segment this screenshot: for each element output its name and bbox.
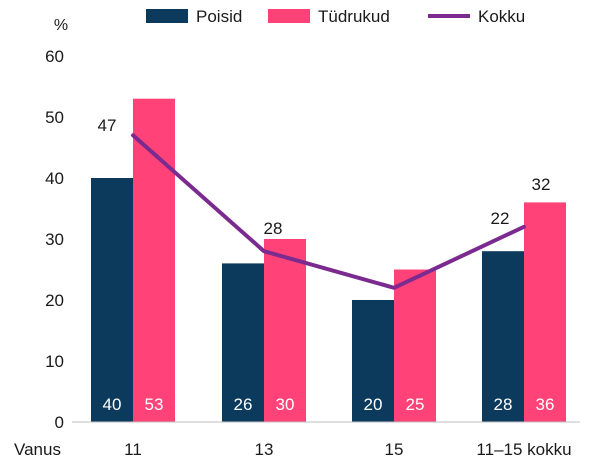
bar-tüdrukud — [524, 202, 566, 422]
y-axis-unit-label: % — [54, 17, 68, 34]
y-tick-label: 40 — [45, 169, 64, 188]
legend-label-kokku: Kokku — [478, 7, 525, 26]
x-axis-label: Vanus — [14, 440, 61, 459]
bar-value-label: 20 — [364, 395, 383, 414]
x-tick-label: 11–15 kokku — [476, 440, 571, 459]
bar-value-label: 25 — [406, 395, 425, 414]
bar-value-label: 40 — [103, 395, 122, 414]
y-axis-ticks: 0 10 20 30 40 50 60 — [45, 47, 64, 432]
y-tick-label: 30 — [45, 230, 64, 249]
bar-value-label: 26 — [234, 395, 253, 414]
y-tick-label: 60 — [45, 47, 64, 66]
bar-tüdrukud — [394, 269, 436, 422]
y-tick-label: 10 — [45, 352, 64, 371]
line-point-label: 28 — [264, 219, 283, 238]
y-tick-label: 50 — [45, 108, 64, 127]
bar-poisid — [352, 300, 394, 422]
legend-swatch-poisid — [146, 9, 188, 23]
legend: Poisid Tüdrukud Kokku — [146, 7, 525, 26]
y-tick-label: 0 — [55, 413, 64, 432]
bar-tüdrukud — [133, 98, 175, 422]
x-tick-label: 15 — [385, 440, 404, 459]
line-point-label: 22 — [491, 209, 510, 228]
bar-value-label: 28 — [494, 395, 513, 414]
bar-value-label: 30 — [276, 395, 295, 414]
bar-poisid — [482, 251, 524, 422]
legend-swatch-tüdrukud — [268, 9, 310, 23]
x-tick-label: 13 — [255, 440, 274, 459]
line-kokku — [131, 133, 526, 290]
bar-poisid — [222, 263, 264, 422]
bar-poisid — [91, 178, 133, 422]
legend-label-poisid: Poisid — [196, 7, 242, 26]
line-point-label: 47 — [98, 116, 117, 135]
x-axis-ticks: 11 13 15 11–15 kokku — [124, 440, 571, 459]
bars: 40 53 26 30 20 25 28 36 — [91, 98, 566, 422]
bar-tüdrukud — [264, 239, 306, 422]
line-series: 47 28 22 32 — [98, 116, 551, 290]
bar-value-label: 36 — [536, 395, 555, 414]
bar-value-label: 53 — [145, 395, 164, 414]
line-point-label: 32 — [532, 175, 551, 194]
x-tick-label: 11 — [124, 440, 142, 459]
y-tick-label: 20 — [45, 291, 64, 310]
legend-label-tüdrukud: Tüdrukud — [318, 7, 390, 26]
